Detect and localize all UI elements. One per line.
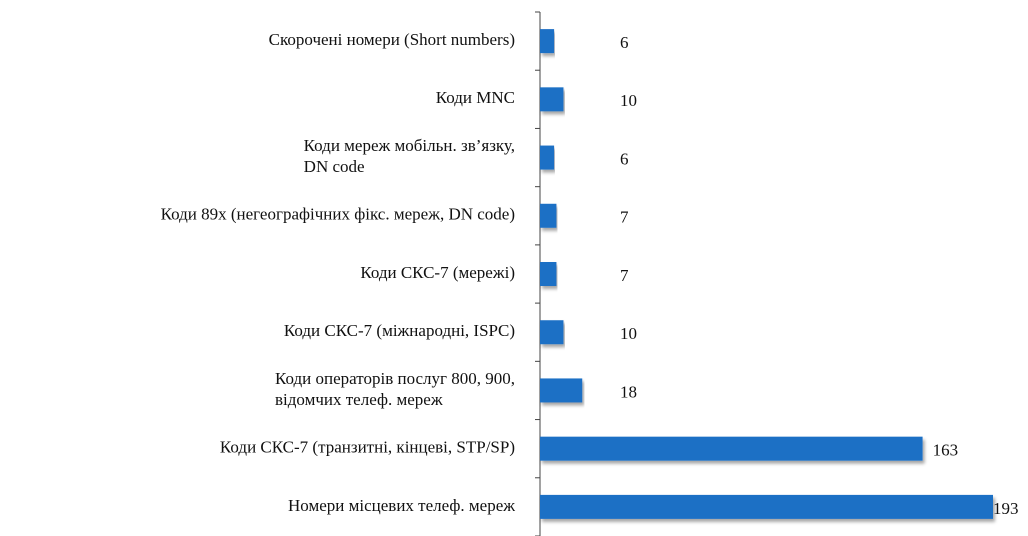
value-label: 7 xyxy=(620,266,629,285)
bar xyxy=(540,203,557,228)
category-label: Коди мереж мобільн. зв’язку, xyxy=(304,136,515,155)
category-label: Коди MNC xyxy=(436,88,515,107)
bar xyxy=(540,436,923,461)
value-label: 6 xyxy=(620,33,629,52)
bar xyxy=(540,87,564,112)
category-label: Скорочені номери (Short numbers) xyxy=(269,30,515,49)
value-label: 193 xyxy=(993,499,1019,518)
value-label: 18 xyxy=(620,382,637,401)
category-label: Коди операторів послуг 800, 900, xyxy=(275,369,515,388)
category-label: Коди СКС-7 (міжнародні, ISPC) xyxy=(284,321,515,340)
value-label: 10 xyxy=(620,91,637,110)
value-label: 7 xyxy=(620,208,629,227)
category-label: DN code xyxy=(304,157,365,176)
category-label: Коди 89х (негеографічних фікс. мереж, DN… xyxy=(161,205,515,224)
bar xyxy=(540,378,583,403)
value-label: 10 xyxy=(620,324,637,343)
bar xyxy=(540,494,993,519)
category-label: Коди СКС-7 (транзитні, кінцеві, STP/SP) xyxy=(220,438,515,457)
bar xyxy=(540,320,564,345)
bar xyxy=(540,262,557,286)
value-label: 163 xyxy=(933,441,959,460)
category-label: Номери місцевих телеф. мереж xyxy=(288,496,515,515)
bar xyxy=(540,29,555,54)
category-label: Коди СКС-7 (мережі) xyxy=(360,263,515,282)
value-label: 6 xyxy=(620,149,629,168)
category-label: відомчих телеф. мереж xyxy=(275,390,443,409)
bar xyxy=(540,145,555,170)
